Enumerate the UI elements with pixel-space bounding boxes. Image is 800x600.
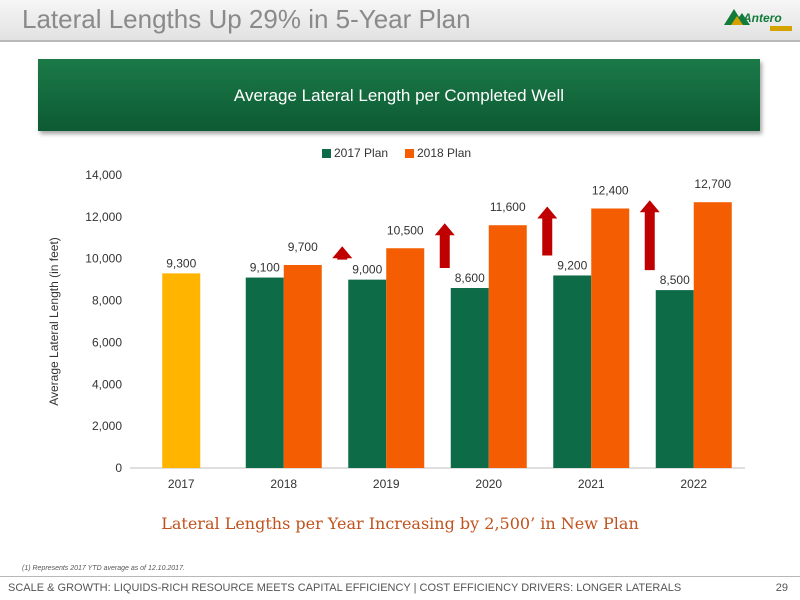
logo-wordmark: Antero [743, 11, 782, 25]
bar-2018-plan [386, 248, 425, 468]
legend-swatch-2017-plan [322, 149, 331, 158]
slide-title: Lateral Lengths Up 29% in 5-Year Plan [22, 4, 471, 34]
increase-arrow-icon [332, 246, 353, 260]
mountain-logo-icon [724, 9, 750, 25]
page-number: 29 [775, 582, 788, 594]
bar-data-label: 10,500 [387, 223, 424, 237]
x-tick-label: 2017 [168, 477, 195, 491]
footer-text: SCALE & GROWTH: LIQUIDS-RICH RESOURCE ME… [8, 582, 682, 594]
logo-underline [770, 26, 792, 31]
y-tick-label: 14,000 [85, 168, 122, 182]
antero-logo: Antero [722, 5, 794, 35]
bar-data-label: 11,600 [490, 200, 526, 214]
legend-label-2017-plan: 2017 Plan [334, 146, 388, 160]
bar-data-label: 9,700 [288, 240, 318, 254]
y-tick-label: 8,000 [92, 294, 122, 308]
bar-2018-plan [488, 225, 527, 468]
legend-label-2018-plan: 2018 Plan [417, 146, 471, 160]
bar-data-label: 12,400 [592, 183, 629, 197]
bar-data-label: 8,500 [660, 273, 690, 287]
bar-2018-plan [693, 202, 732, 468]
x-tick-label: 2022 [680, 477, 707, 491]
footnote: (1) Represents 2017 YTD average as of 12… [22, 565, 185, 572]
y-tick-label: 12,000 [85, 210, 122, 224]
increase-arrow-icon [537, 206, 558, 256]
bar-2017 [162, 273, 201, 468]
x-tick-label: 2019 [373, 477, 400, 491]
bar-data-label: 9,200 [557, 258, 587, 272]
chart-banner: Average Lateral Length per Completed Wel… [38, 59, 760, 131]
chart-banner-title: Average Lateral Length per Completed Wel… [233, 86, 565, 105]
bar-data-label: 9,300 [166, 256, 196, 270]
bar-data-label: 9,000 [352, 263, 382, 277]
title-divider [0, 40, 800, 42]
legend-swatch-2018-plan [405, 149, 414, 158]
bar-data-label: 8,600 [455, 271, 485, 285]
x-tick-label: 2021 [578, 477, 605, 491]
y-tick-label: 4,000 [92, 377, 122, 391]
y-tick-label: 0 [115, 461, 122, 475]
y-tick-label: 2,000 [92, 419, 122, 433]
bar-2017-plan [553, 275, 592, 468]
bar-2018-plan [591, 208, 630, 468]
y-tick-label: 10,000 [85, 252, 122, 266]
bar-2017-plan [245, 277, 284, 468]
bar-data-label: 12,700 [694, 177, 731, 191]
y-axis-title: Average Lateral Length (in feet) [47, 237, 61, 406]
increase-arrow-icon [639, 200, 660, 271]
x-tick-label: 2020 [475, 477, 502, 491]
title-bar [0, 0, 800, 40]
bar-2017-plan [655, 290, 694, 468]
y-tick-label: 6,000 [92, 335, 122, 349]
footer-divider [0, 576, 800, 577]
bar-2018-plan [283, 264, 322, 468]
bar-2017-plan [348, 279, 387, 468]
increase-arrow-icon [434, 223, 455, 269]
bar-data-label: 9,100 [250, 261, 280, 275]
chart-subcaption: Lateral Lengths per Year Increasing by 2… [161, 514, 639, 533]
x-tick-label: 2018 [270, 477, 297, 491]
bar-2017-plan [450, 288, 489, 468]
